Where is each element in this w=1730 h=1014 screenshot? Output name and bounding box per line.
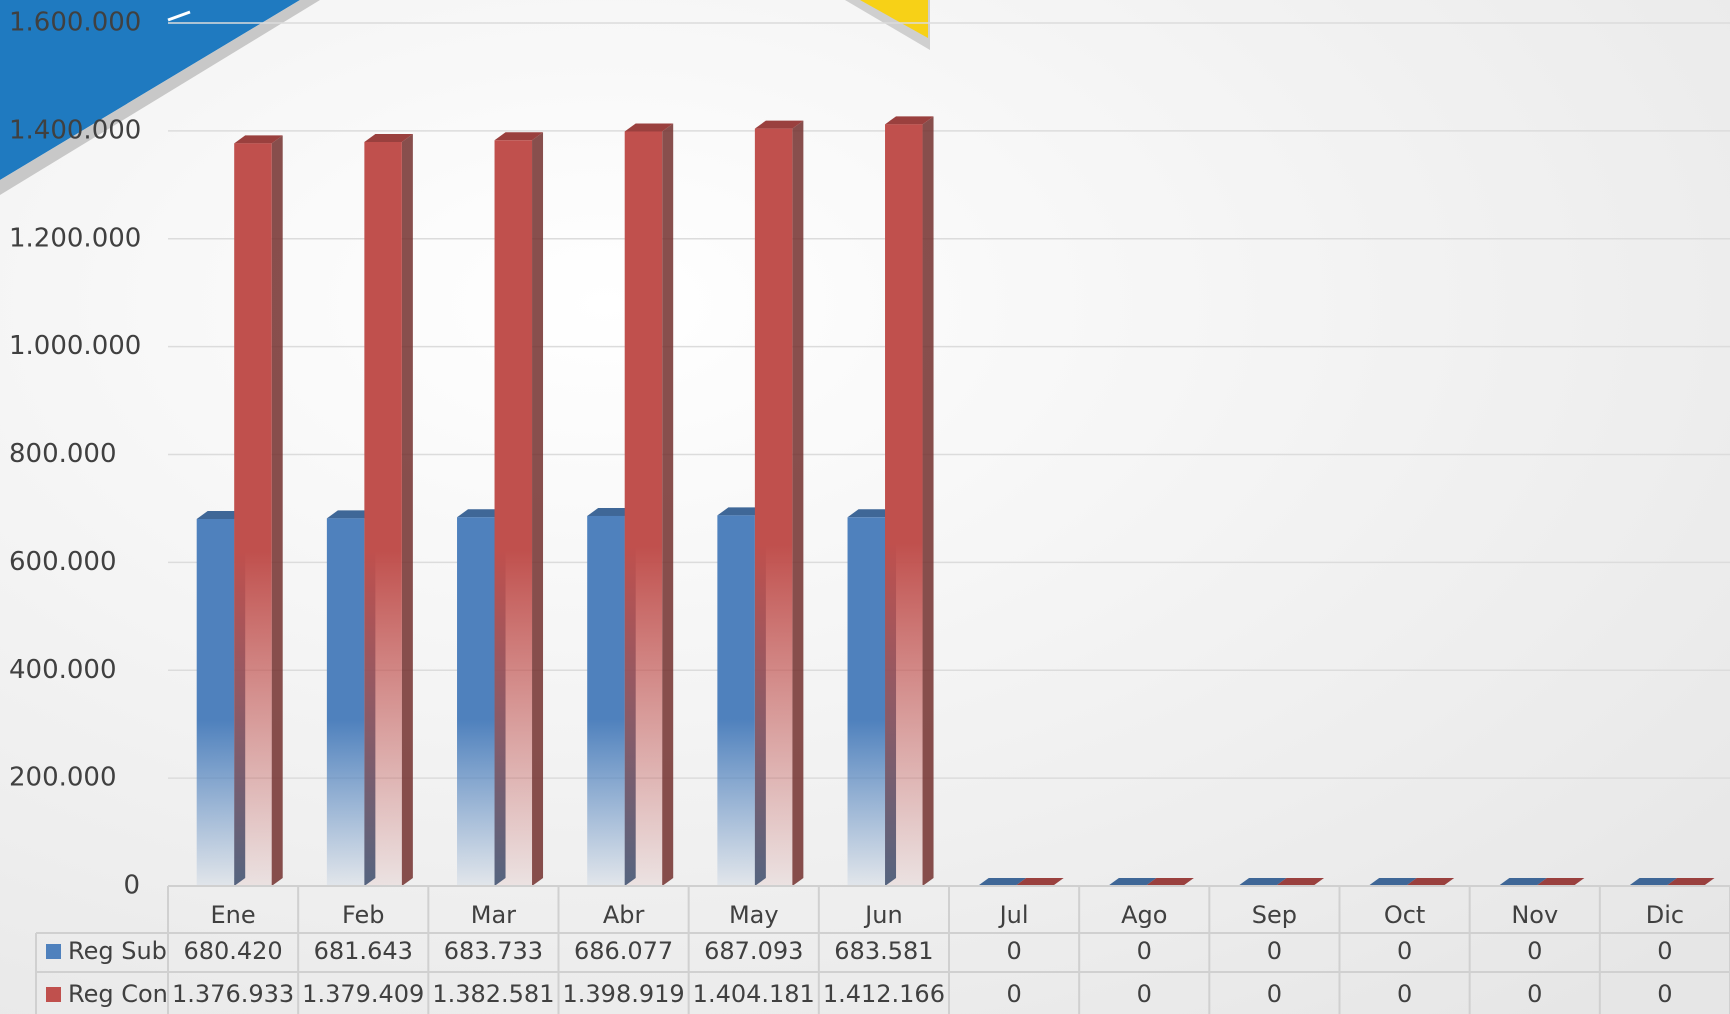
- bar: [326, 518, 365, 886]
- bar-top: [364, 133, 413, 142]
- x-tick-label: Jun: [863, 901, 903, 929]
- bar-top: [196, 510, 246, 519]
- bar: [847, 517, 886, 886]
- bar: [717, 515, 755, 886]
- x-tick-label: Abr: [603, 901, 645, 929]
- decor-yellow: [860, 0, 928, 38]
- y-tick-label: 0: [123, 871, 140, 901]
- data-label: 1.412.166: [823, 980, 945, 1008]
- bar: [587, 515, 625, 886]
- bar-top: [587, 507, 636, 516]
- data-label: 1.382.581: [432, 980, 554, 1008]
- bar-top: [494, 132, 544, 141]
- x-tick-label: Nov: [1511, 901, 1558, 929]
- bar: [196, 518, 235, 886]
- bar-side: [792, 120, 804, 886]
- bar-top: [1275, 878, 1325, 886]
- bar-top: [1368, 878, 1417, 886]
- x-tick-label: Dic: [1646, 901, 1684, 929]
- bar-top: [1015, 878, 1064, 886]
- y-tick-label: 1.200.000: [9, 223, 141, 253]
- bar-top: [234, 135, 283, 144]
- data-label: 680.420: [183, 937, 282, 965]
- data-label: 0: [1657, 980, 1672, 1008]
- legend-label: Reg Sub: [68, 937, 167, 965]
- x-tick-label: Jul: [998, 901, 1029, 929]
- bar-side: [401, 133, 413, 887]
- bar: [624, 131, 663, 886]
- decor-line: [167, 10, 191, 22]
- bar-top: [624, 123, 674, 132]
- decor-grey: [0, 0, 320, 195]
- bar: [754, 128, 793, 886]
- data-label: 0: [1006, 980, 1021, 1008]
- data-label: 0: [1137, 937, 1152, 965]
- x-tick-label: Ene: [211, 901, 256, 929]
- bar-top: [1535, 878, 1585, 886]
- data-label: 683.581: [834, 937, 933, 965]
- x-tick-label: May: [729, 901, 779, 929]
- legend-key: [46, 944, 61, 959]
- bar-top: [977, 878, 1027, 886]
- bar-top: [717, 507, 766, 516]
- bar: [885, 124, 923, 886]
- data-label: 0: [1397, 980, 1412, 1008]
- y-tick-label: 800.000: [9, 439, 117, 469]
- x-tick-label: Sep: [1252, 901, 1297, 929]
- y-tick-label: 1.600.000: [9, 8, 141, 38]
- bar: [457, 517, 495, 886]
- bar-side: [532, 132, 544, 886]
- bar-top: [847, 509, 897, 518]
- bar-top: [1498, 878, 1547, 886]
- bar-top: [1666, 878, 1715, 886]
- data-label: 686.077: [574, 937, 673, 965]
- x-tick-label: Oct: [1384, 901, 1426, 929]
- bar-side: [271, 135, 283, 886]
- bar: [234, 143, 272, 886]
- data-label: 0: [1657, 937, 1672, 965]
- legend-key: [46, 987, 61, 1002]
- bar-top: [1145, 878, 1194, 886]
- y-tick-label: 600.000: [9, 547, 117, 577]
- bar-top: [326, 510, 376, 519]
- x-tick-label: Feb: [342, 901, 385, 929]
- bar-top: [1107, 878, 1157, 886]
- data-label: 1.379.409: [302, 980, 424, 1008]
- bar-top: [457, 509, 506, 518]
- bar-top: [885, 116, 934, 125]
- data-label: 1.376.933: [172, 980, 294, 1008]
- bar-side: [662, 123, 674, 886]
- bar-top: [754, 120, 804, 129]
- y-tick-label: 1.400.000: [9, 115, 141, 145]
- data-label: 0: [1137, 980, 1152, 1008]
- data-label: 0: [1006, 937, 1021, 965]
- data-label: 0: [1527, 937, 1542, 965]
- bar-side: [922, 116, 934, 886]
- data-label: 1.404.181: [693, 980, 815, 1008]
- data-label: 687.093: [704, 937, 803, 965]
- bar-top: [1405, 878, 1455, 886]
- y-tick-label: 400.000: [9, 655, 117, 685]
- data-label: 0: [1397, 937, 1412, 965]
- bar-top: [1628, 878, 1678, 886]
- legend-label: Reg Con: [68, 980, 168, 1008]
- x-tick-label: Mar: [471, 901, 516, 929]
- data-label: 683.733: [444, 937, 543, 965]
- bar-top: [1238, 878, 1287, 886]
- y-tick-label: 200.000: [9, 763, 117, 793]
- data-label: 0: [1267, 937, 1282, 965]
- bar: [364, 141, 402, 887]
- y-tick-label: 1.000.000: [9, 331, 141, 361]
- data-label: 0: [1527, 980, 1542, 1008]
- data-label: 1.398.919: [563, 980, 685, 1008]
- data-label: 681.643: [314, 937, 413, 965]
- bar: [494, 140, 533, 886]
- x-tick-label: Ago: [1121, 901, 1167, 929]
- data-label: 0: [1267, 980, 1282, 1008]
